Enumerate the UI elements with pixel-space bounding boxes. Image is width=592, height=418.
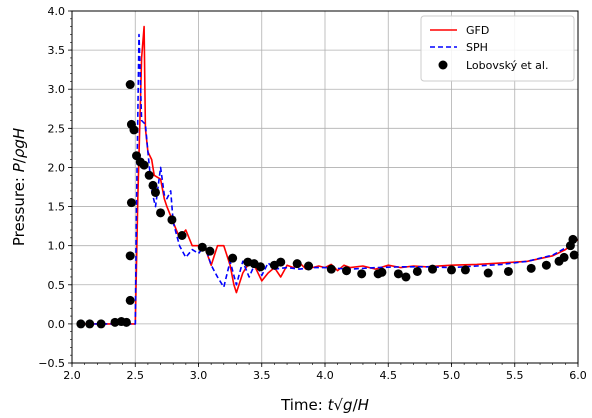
y-tick-label: 4.0 [48,5,66,18]
x-tick-label: 2.5 [127,369,145,382]
legend-gfd-label: GFD [466,24,489,37]
lobovsk-et-al-point [228,253,238,263]
y-tick-label: −0.5 [38,357,65,370]
legend-lobovsky-marker [438,60,448,70]
x-tick-label: 5.5 [506,369,524,382]
x-tick-label: 2.0 [63,369,81,382]
lobovsk-et-al-point [121,317,131,327]
lobovsk-et-al-point [569,250,579,260]
legend-box [420,15,575,82]
lobovsk-et-al-point [541,260,551,270]
lobovsk-et-al-point [85,319,95,329]
y-tick-label: 2.0 [48,161,66,174]
lobovsk-et-al-point [150,187,160,197]
lobovsk-et-al-point [568,234,578,244]
lobovsk-et-al-point [559,252,569,262]
lobovsk-et-al-point [342,266,352,276]
y-tick-label: 1.0 [48,240,66,253]
lobovsk-et-al-point [292,259,302,269]
sph-line [78,33,579,325]
lobovsk-et-al-point [255,262,265,272]
lobovsk-et-al-point [526,263,536,273]
lobovsk-et-al-point [76,319,86,329]
lobovsk-et-al-point [96,319,106,329]
lobovsk-et-al-point [126,198,136,208]
lobovsk-et-al-point [125,80,135,90]
x-tick-label: 5.0 [443,369,461,382]
lobovsk-et-al-point [129,125,139,135]
lobovsk-et-al-point [144,170,154,180]
ticks-layer: 2.0 2.5 3.0 3.5 4.0 4.5 5.0 5.5 6.0 −0.5 0.0 0.5 1.0… [38,5,586,382]
x-tick-label: 4.0 [316,369,334,382]
legend: GFD SPH Lobovský et al. [420,15,575,82]
lobovsk-et-al-point [447,265,456,275]
lobovsk-et-al-point [125,295,135,305]
legend-lobovsky-label: Lobovský et al. [466,59,548,72]
lobovsk-et-al-point [276,257,286,267]
lobovsk-et-al-point [156,208,166,218]
lobovsk-et-al-point [503,266,513,276]
lobovsk-et-al-point [377,267,387,277]
lobovsk-et-al-point [393,269,403,279]
x-tick-label: 6.0 [569,369,587,382]
lobovsk-et-al-point [148,180,158,190]
lobovsk-et-al-point [167,215,177,225]
x-axis-label: Time: t√g/H [280,396,369,414]
lobovsk-et-al-point [460,265,470,275]
y-axis-label: Pressure: P/ρgH [10,128,28,246]
lobovsk-et-al-point [428,264,438,274]
data-layer [76,25,579,329]
x-tick-label: 4.5 [380,369,398,382]
grid-layer [71,10,579,364]
lobovsk-et-al-point [139,160,149,170]
lobovsk-et-al-point [401,272,411,282]
lobovsk-et-al-point [412,266,422,276]
x-tick-label: 3.0 [190,369,208,382]
lobovsk-et-al-point [326,264,336,274]
lobovsk-et-al-point [357,269,367,279]
lobovsk-et-al-point [483,268,493,278]
lobovsk-et-al-point [125,251,135,261]
y-tick-label: 1.5 [48,201,66,214]
y-tick-label: 2.5 [48,122,66,135]
y-tick-label: 0.5 [48,279,66,292]
legend-sph-label: SPH [466,41,488,54]
y-tick-label: 0.0 [48,318,66,331]
x-tick-label: 3.5 [253,369,271,382]
lobovsk-et-al-point [197,242,207,252]
y-tick-label: 3.0 [48,83,66,96]
lobovsk-et-al-point [304,261,314,271]
y-tick-label: 3.5 [48,44,66,57]
lobovsk-et-al-point [205,246,215,256]
lobovsk-et-al-point [177,230,187,240]
